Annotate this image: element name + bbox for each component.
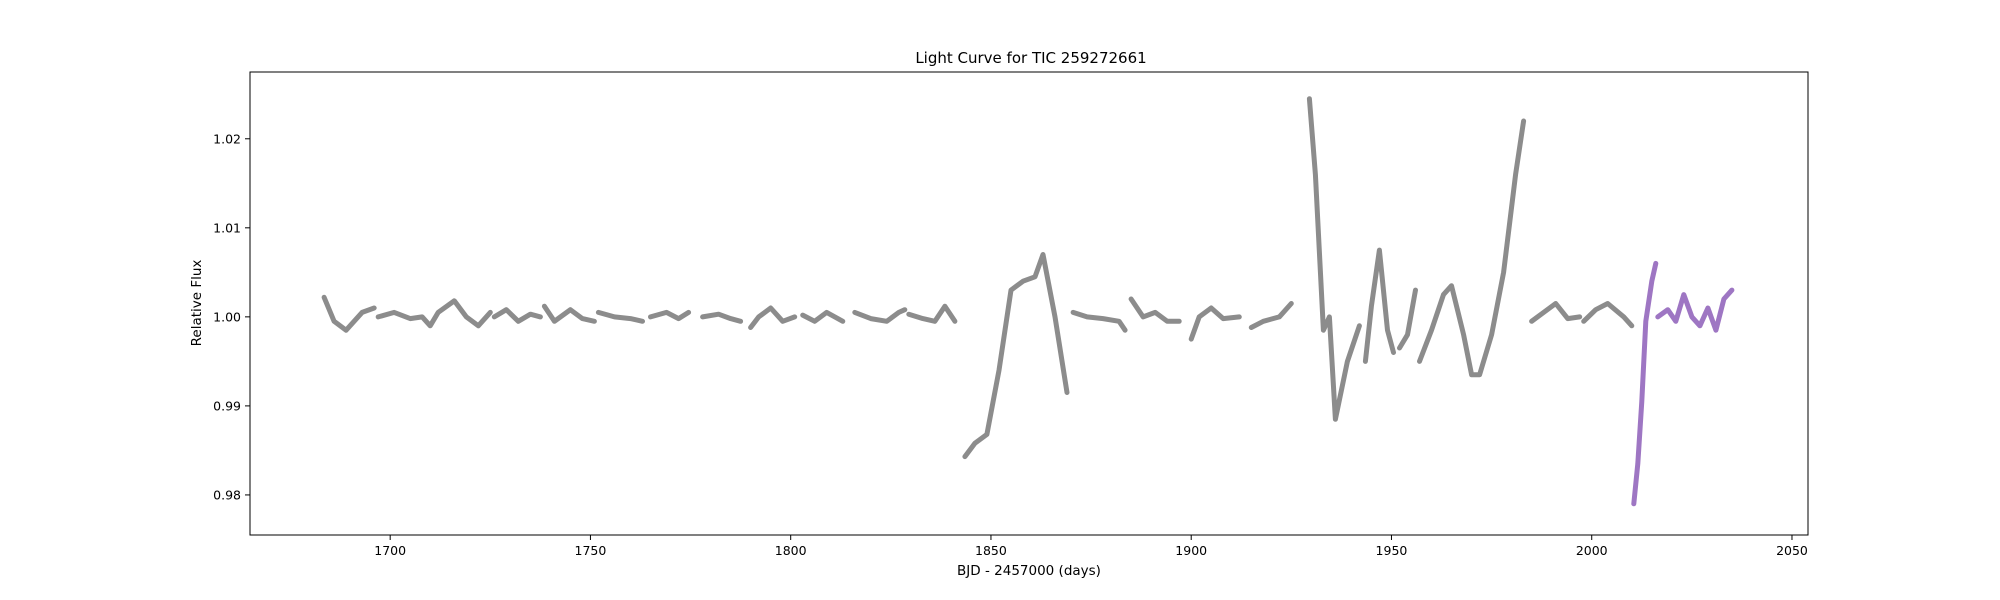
data-series <box>321 96 1635 460</box>
x-tick-label: 2000 <box>1576 543 1608 558</box>
flux-segment <box>1631 260 1659 507</box>
x-tick-label: 1700 <box>374 543 406 558</box>
x-tick-label: 1950 <box>1376 543 1408 558</box>
flux-segment <box>1070 309 1128 333</box>
plot-frame <box>249 71 1809 536</box>
y-tick-label: 0.99 <box>213 398 241 413</box>
flux-segment <box>1188 305 1242 342</box>
flux-segment <box>595 309 645 324</box>
flux-segment <box>1248 301 1294 330</box>
x-tick-label: 1850 <box>975 543 1007 558</box>
flux-segment <box>1529 301 1583 324</box>
y-tick-label: 1.01 <box>213 220 241 235</box>
flux-segment <box>375 298 493 329</box>
flux-segment <box>1397 287 1418 351</box>
y-tick-label: 0.98 <box>213 487 241 502</box>
x-tick-label: 1750 <box>575 543 607 558</box>
x-tick-label: 1800 <box>775 543 807 558</box>
y-tick-label: 1.02 <box>213 131 241 146</box>
y-axis: 0.98 0.99 1.00 1.01 1.02 <box>213 131 250 502</box>
flux-segment <box>1417 118 1527 378</box>
flux-segment <box>1128 296 1182 324</box>
x-axis-label: BJD - 2457000 (days) <box>957 563 1101 579</box>
x-tick-label: 1900 <box>1175 543 1207 558</box>
flux-segment <box>852 307 908 324</box>
y-axis-label: Relative Flux <box>189 260 205 347</box>
flux-segment <box>1362 247 1396 364</box>
flux-segment <box>962 252 1070 460</box>
flux-segment <box>1306 96 1362 422</box>
flux-segment <box>700 311 744 324</box>
flux-segment <box>1655 287 1735 333</box>
chart-title: Light Curve for TIC 259272661 <box>915 49 1146 67</box>
flux-segment <box>748 305 798 330</box>
flux-segment <box>541 303 597 324</box>
flux-segment <box>1581 301 1635 329</box>
data-series <box>1631 260 1735 507</box>
flux-segment <box>800 309 846 324</box>
flux-segment <box>648 309 692 322</box>
flux-segment <box>906 303 958 324</box>
series-layer <box>321 96 1735 507</box>
x-tick-label: 2050 <box>1776 543 1808 558</box>
x-axis: 1700 1750 1800 1850 1900 1950 2000 2050 <box>374 535 1808 558</box>
flux-segment <box>491 307 543 324</box>
y-tick-label: 1.00 <box>213 309 241 324</box>
flux-segment <box>321 294 377 333</box>
